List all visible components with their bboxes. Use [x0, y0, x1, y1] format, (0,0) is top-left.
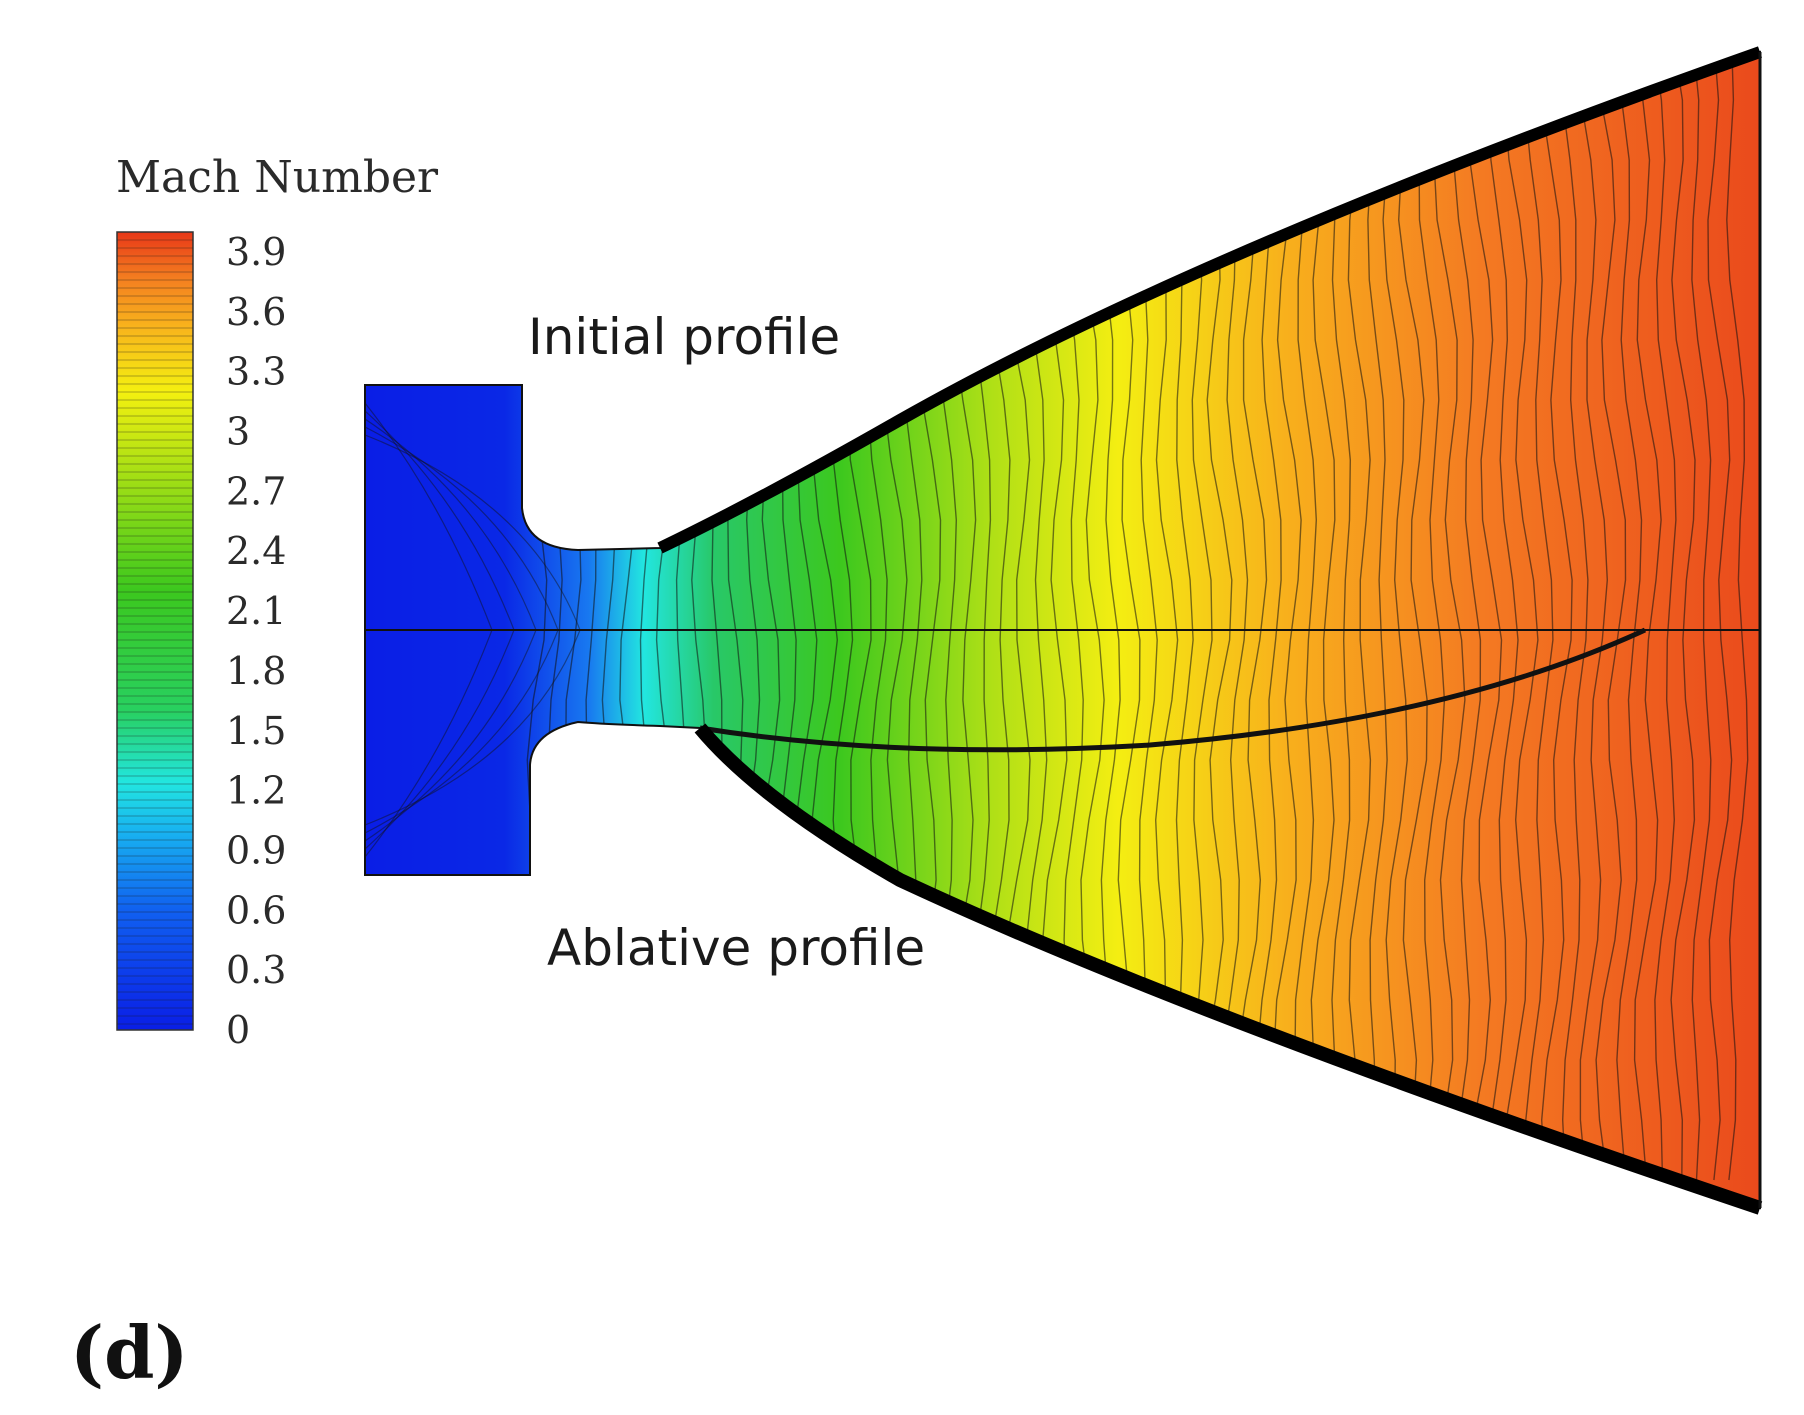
upper-wall-edge [657, 46, 1763, 554]
panel-label: (d) [70, 1310, 188, 1395]
colorbar-tick-label: 3 [226, 410, 250, 454]
contour-line [1466, 52, 1503, 1181]
contour-line [1611, 52, 1643, 1181]
colorbar-tick-label: 1.5 [226, 709, 286, 753]
contour-line [1590, 52, 1627, 1181]
contour-line [1670, 52, 1696, 1181]
colorbar-tick-label: 2.1 [226, 589, 286, 633]
nozzle-flow-field [364, 46, 1763, 1215]
contour-line [1450, 52, 1482, 1181]
colorbar-tick-label: 3.9 [226, 230, 286, 274]
contour-line [1573, 52, 1609, 1181]
colorbar-gradient [116, 231, 194, 1031]
colorbar-tick-labels: 3.9 3.6 3.3 3 2.7 2.4 2.1 1.8 1.5 1.2 0.9 0.6 0.3 0 [226, 230, 286, 1052]
contour-line [1630, 52, 1662, 1181]
initial-profile-label: Initial profile [528, 308, 840, 366]
contour-line [1523, 52, 1554, 1181]
contour-line [1651, 52, 1677, 1181]
colorbar-title: Mach Number [116, 152, 439, 203]
contour-line [1707, 52, 1733, 1181]
lower-wall-edge [694, 723, 1763, 1215]
colorbar-tick-label: 1.2 [226, 769, 286, 813]
colorbar-bands [117, 239, 193, 1025]
colorbar-tick-label: 2.7 [226, 469, 286, 513]
contour-line [1726, 52, 1749, 1181]
contour-line [1432, 52, 1466, 1181]
contour-line [1503, 52, 1539, 1181]
ablative-shock-line [699, 627, 1647, 753]
contour-line [1486, 52, 1519, 1181]
ablative-profile-label: Ablative profile [547, 919, 925, 977]
colorbar-tick-label: 0.9 [226, 828, 286, 872]
colorbar-tick-label: 0.3 [226, 948, 286, 992]
contour-line [1539, 52, 1573, 1181]
colorbar-tick-label: 2.4 [226, 529, 286, 573]
contour-line [1558, 52, 1589, 1181]
colorbar-tick-label: 3.3 [226, 350, 286, 394]
colorbar-legend: Mach Number 3.9 3.6 3.3 3 2.7 2.4 2.1 1.8 1.5 1.2… [116, 152, 439, 1052]
contour-line [1691, 52, 1712, 1181]
colorbar-tick-label: 0 [226, 1008, 250, 1052]
colorbar-tick-label: 1.8 [226, 649, 286, 693]
colorbar-tick-label: 3.6 [226, 290, 286, 334]
colorbar-tick-label: 0.6 [226, 888, 286, 932]
